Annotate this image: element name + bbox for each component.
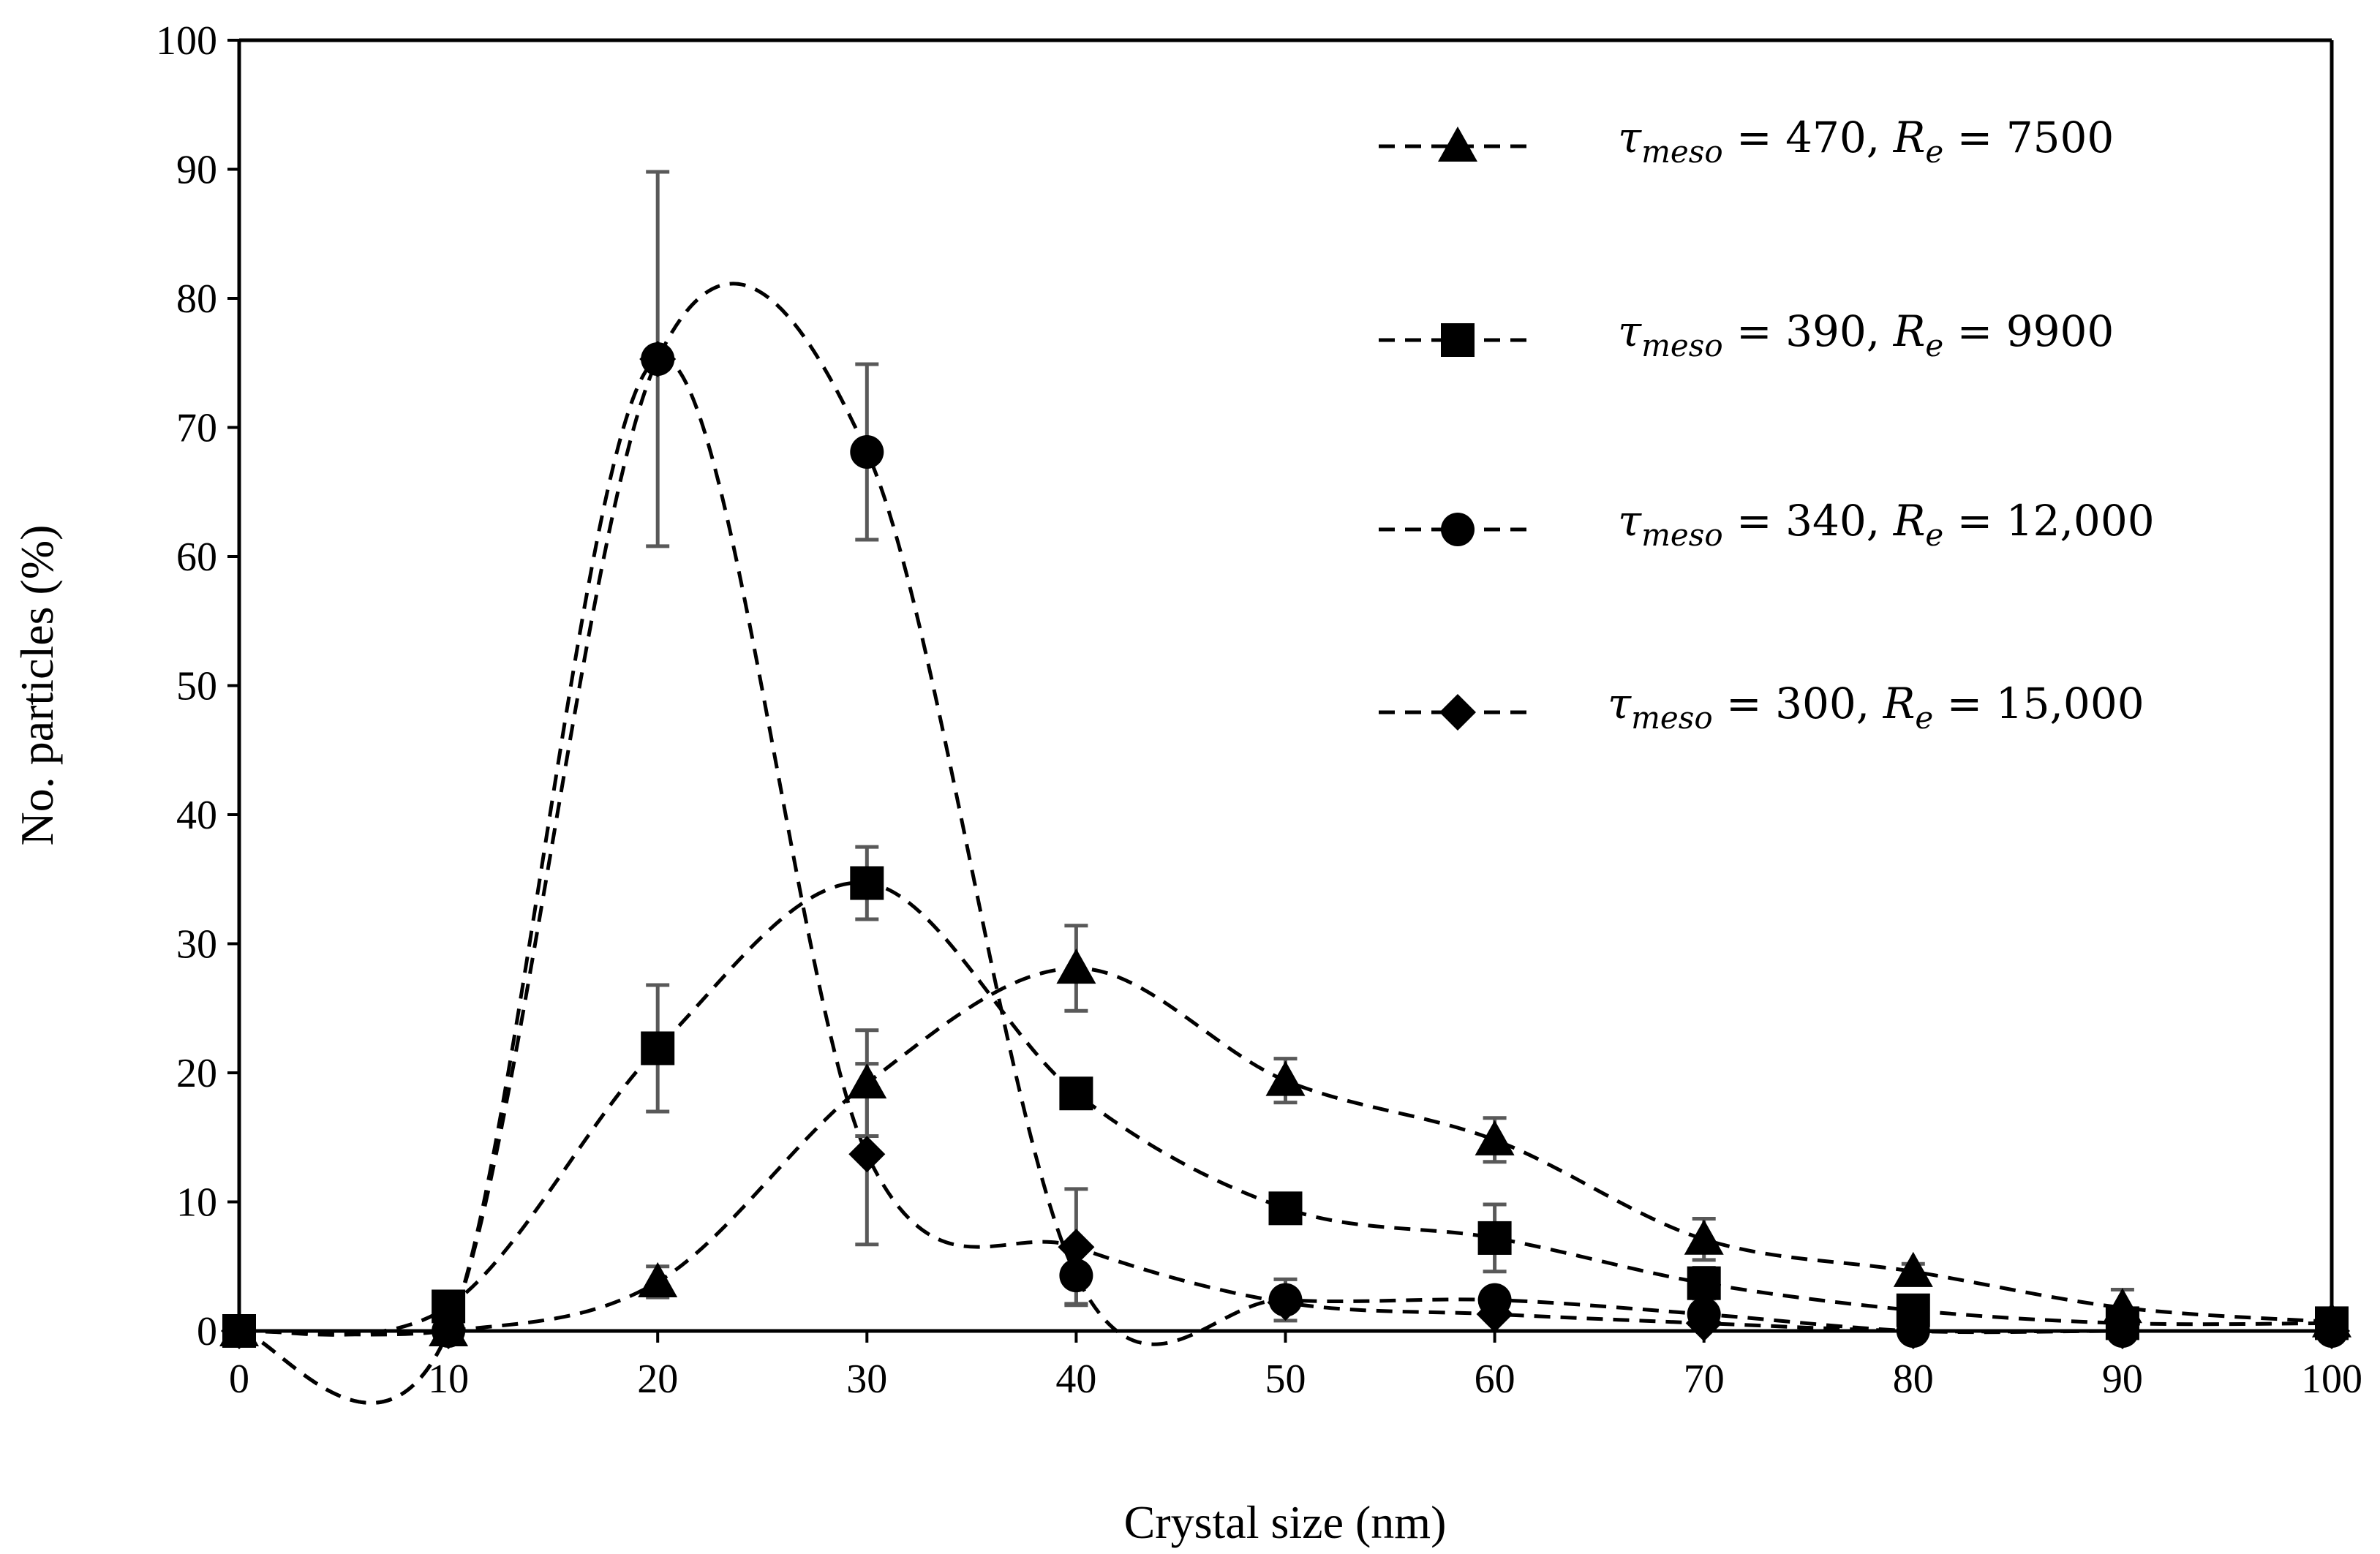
legend-text-tau_symbol: τ [1618,306,1642,356]
series-line-s390 [238,880,2332,1337]
y-tick-label: 0 [197,1309,217,1354]
data-point-s470 [1684,1219,1724,1255]
legend-marker-s470 [1438,127,1477,162]
y-tick-label: 30 [176,922,217,968]
x-tick-label: 30 [846,1357,887,1402]
legend-text-tau_symbol: τ [1618,113,1642,162]
data-point-s300 [430,1313,467,1349]
data-point-s390 [1268,1191,1303,1226]
x-tick-label: 100 [2301,1357,2362,1402]
legend-text-eq2: = 15,000 [1933,679,2144,728]
data-point-s390 [1477,1221,1512,1255]
data-point-s390 [850,866,884,900]
x-axis-title: Crystal size (nm) [1124,1496,1447,1548]
data-point-s300 [1476,1296,1513,1333]
legend-text-re_symbol: R [1893,113,1926,162]
legend-text-re_symbol: R [1883,679,1916,728]
data-point-s470 [1265,1060,1306,1096]
data-point-s300 [1685,1305,1722,1342]
legend-marker-s300 [1439,694,1476,731]
legend-text-re_symbol: R [1893,306,1926,356]
legend-label-s390: τmeso = 390, Re = 9900 [1618,306,2114,363]
y-tick-label: 90 [176,148,217,193]
y-tick-label: 40 [176,793,217,838]
legend-label-s300: τmeso = 300, Re = 15,000 [1608,679,2144,736]
data-point-s300 [1058,1229,1095,1266]
legend-text-eq1: = 340, [1723,496,1894,546]
legend-text-re_sub: e [1925,134,1943,170]
series-line-s340 [238,282,2332,1405]
y-tick-label: 50 [176,664,217,709]
data-point-s470 [1893,1251,1933,1287]
x-tick-label: 0 [229,1357,249,1402]
data-point-s300 [2104,1313,2141,1349]
legend-text-re_sub: e [1915,700,1933,736]
x-tick-label: 50 [1265,1357,1306,1402]
x-tick-label: 80 [1893,1357,1934,1402]
legend-text-eq2: = 12,000 [1943,496,2154,546]
data-point-s300 [639,340,677,377]
x-tick-label: 60 [1475,1357,1515,1402]
x-tick-label: 70 [1684,1357,1725,1402]
data-point-s470 [1475,1120,1515,1155]
legend-text-tau_symbol: τ [1618,496,1642,546]
y-tick-label: 80 [176,276,217,322]
x-tick-label: 90 [2102,1357,2143,1402]
y-tick-label: 20 [176,1051,217,1096]
data-point-s470 [847,1063,887,1099]
legend-label-s340: τmeso = 340, Re = 12,000 [1618,496,2155,553]
y-tick-labels: 0 10 20 30 40 50 60 70 80 90 100 [156,18,217,1354]
legend-text-tau_sub: meso [1641,328,1723,363]
data-point-s340 [850,435,884,469]
x-tick-label: 20 [637,1357,678,1402]
data-point-s300 [221,1313,257,1349]
y-tick-label: 10 [176,1180,217,1226]
data-point-s470 [638,1261,678,1297]
legend-text-re_symbol: R [1893,496,1926,546]
legend-text-eq2: = 9900 [1943,306,2114,356]
legend-text-eq1: = 470, [1723,113,1894,162]
y-axis-title: No. particles (%) [11,525,63,846]
x-tick-labels: 0 10 20 30 40 50 60 70 80 90 100 [229,1357,2362,1402]
y-tick-label: 70 [176,406,217,451]
series-line-s470 [238,966,2332,1337]
series-markers [219,340,2351,1349]
series-curves [238,282,2332,1405]
data-point-s300 [848,1136,886,1173]
legend-text-eq2: = 7500 [1943,113,2114,162]
legend-text-re_sub: e [1925,517,1943,553]
legend-text-eq1: = 390, [1723,306,1894,356]
legend-text-tau_sub: meso [1641,134,1723,170]
legend-text-tau_sub: meso [1631,700,1713,736]
data-point-s340 [1059,1259,1093,1293]
legend-text-re_sub: e [1925,328,1943,363]
legend-marker-s390 [1441,323,1475,357]
legend-text-tau_sub: meso [1641,517,1723,553]
x-tick-label: 10 [428,1357,469,1402]
legend-label-s470: τmeso = 470, Re = 7500 [1618,113,2114,170]
data-point-s390 [1059,1076,1093,1111]
legend-text-tau_symbol: τ [1608,679,1632,728]
x-tick-label: 40 [1055,1357,1096,1402]
series-line-s300 [238,356,2332,1405]
y-tick-label: 60 [176,535,217,580]
data-point-s390 [1687,1266,1721,1300]
data-point-s300 [1894,1313,1932,1349]
data-point-s300 [1267,1284,1304,1321]
y-tick-label: 100 [156,18,217,64]
legend-marker-s340 [1441,513,1475,546]
legend-text-eq1: = 300, [1713,679,1883,728]
data-point-s390 [641,1031,675,1065]
data-point-s300 [2313,1313,2350,1349]
data-point-s470 [1056,948,1096,984]
